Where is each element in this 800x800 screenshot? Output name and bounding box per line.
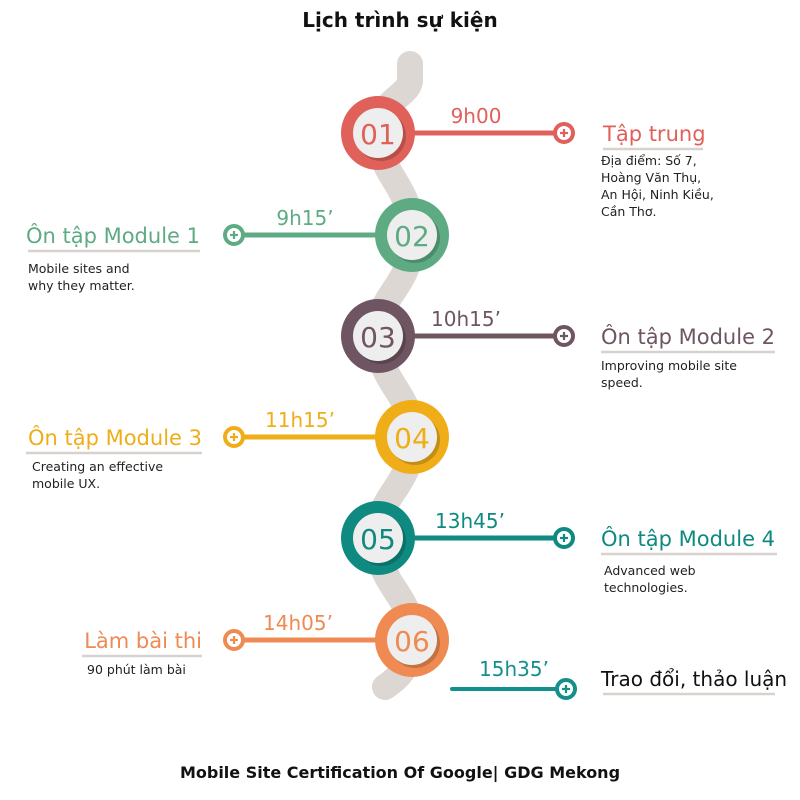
event-title: Ôn tập Module 2 [601, 324, 775, 349]
plus-icon [553, 325, 575, 347]
event-06: 06 14h05’ Làm bài thi 90 phút làm bài [82, 603, 449, 677]
event-title: Ôn tập Module 3 [28, 425, 202, 450]
event-description-line: Hoàng Văn Thụ, [601, 170, 701, 185]
event-time: 9h00 [451, 104, 502, 128]
step-number: 01 [360, 118, 396, 151]
event-title: Tập trung [602, 122, 706, 146]
step-number: 04 [394, 422, 430, 455]
step-number: 03 [360, 321, 396, 354]
event-time: 14h05’ [263, 611, 333, 635]
plus-icon [555, 678, 577, 700]
footer-credit: Mobile Site Certification Of Google| GDG… [179, 763, 621, 782]
event-description-line: Advanced web [604, 563, 696, 578]
event-description-line: Creating an effective [32, 459, 163, 474]
event-final: 15h35’ Trao đổi, thảo luận [450, 657, 787, 700]
event-02: 02 9h15’ Ôn tập Module 1 Mobile sites and wh… [26, 198, 449, 293]
event-time: 15h35’ [479, 657, 549, 681]
event-title: Ôn tập Module 4 [601, 526, 775, 551]
event-description-line: An Hội, Ninh Kiều, [601, 187, 714, 202]
event-time: 9h15’ [276, 206, 333, 230]
step-number: 05 [360, 523, 396, 556]
event-description-line: 90 phút làm bài [87, 662, 186, 677]
event-time: 11h15’ [265, 408, 335, 432]
event-05: 05 13h45’ Ôn tập Module 4 Advanced web techn… [341, 501, 777, 595]
step-inner-circle [353, 108, 403, 158]
event-description-line: Improving mobile site [601, 358, 737, 373]
page-title: Lịch trình sự kiện [302, 8, 498, 32]
event-description-line: Cần Thơ. [601, 204, 656, 219]
event-description-line: why they matter. [28, 278, 135, 293]
event-01: 01 9h00 Tập trung Địa điểm: Số 7, Hoàng Văn … [341, 96, 714, 219]
event-03: 03 10h15’ Ôn tập Module 2 Improving mobile … [341, 299, 775, 390]
plus-icon [223, 426, 245, 448]
event-description-line: Địa điểm: Số 7, [601, 153, 697, 168]
plus-icon [223, 224, 245, 246]
step-inner-circle [387, 412, 437, 462]
event-description-line: speed. [601, 375, 643, 390]
event-title: Ôn tập Module 1 [26, 223, 200, 248]
event-time: 13h45’ [435, 509, 505, 533]
event-04: 04 11h15’ Ôn tập Module 3 Creating an effec… [26, 400, 449, 491]
event-title: Làm bài thi [84, 629, 202, 653]
step-inner-circle [387, 615, 437, 665]
event-description-line: mobile UX. [32, 476, 100, 491]
step-inner-circle [353, 513, 403, 563]
step-inner-circle [387, 210, 437, 260]
event-description-line: Mobile sites and [28, 261, 130, 276]
plus-icon [553, 527, 575, 549]
event-title: Trao đổi, thảo luận [600, 667, 787, 691]
event-time: 10h15’ [431, 307, 501, 331]
plus-icon [553, 122, 575, 144]
plus-icon [223, 629, 245, 651]
step-number: 02 [394, 220, 430, 253]
step-number: 06 [394, 625, 430, 658]
event-description-line: technologies. [604, 580, 688, 595]
step-inner-circle [353, 311, 403, 361]
